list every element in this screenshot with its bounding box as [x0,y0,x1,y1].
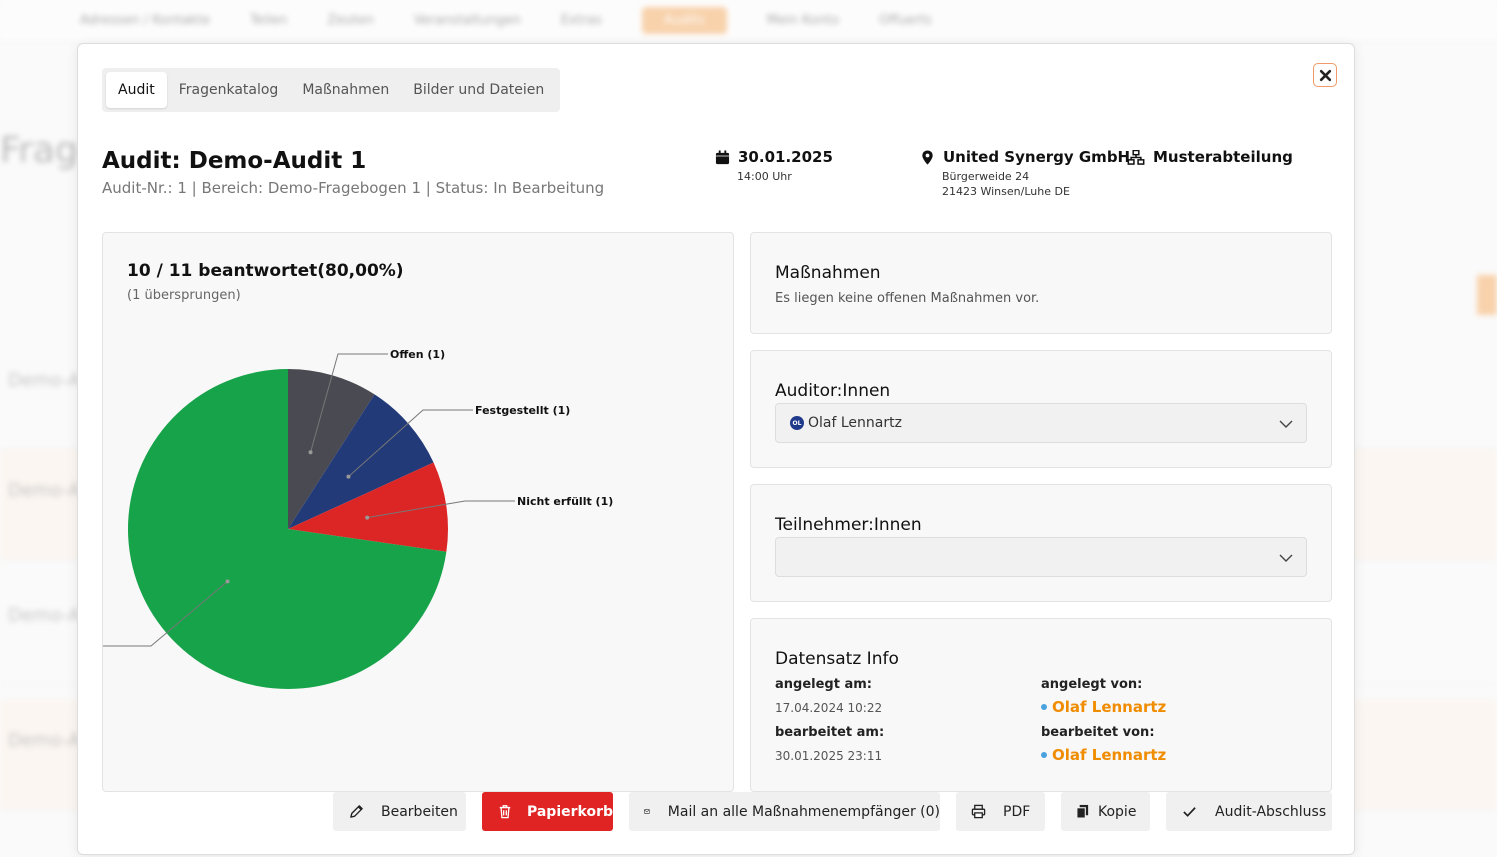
answered-count: 10 / 11 beantwortet(80,00%) [127,261,404,281]
tab-massnahmen[interactable]: Maßnahmen [302,82,390,98]
printer-icon [971,804,986,819]
pie-label-leader [367,500,515,519]
bg-nav-item: Extras [560,13,602,28]
tab-audit[interactable]: Audit [106,72,167,108]
pie-label: Festgestellt (1) [475,404,570,417]
background-nav: Adressen / Kontakte Teilen Zeuten Verans… [0,0,1497,42]
audit-department: Musterabteilung [1127,148,1293,166]
audit-title: Audit: Demo-Audit 1 [102,148,367,174]
tab-bar: Audit Fragenkatalog Maßnahmen Bilder und… [102,68,561,112]
created-by-label: angelegt von: [1041,677,1143,692]
envelope-icon [644,809,650,814]
audit-finish-button[interactable]: Audit-Abschluss [1166,792,1332,831]
sitemap-icon [1127,149,1145,165]
bg-accent [1477,275,1497,315]
bg-nav-item: Offuerts [879,13,932,28]
pdf-button[interactable]: PDF [956,792,1045,831]
audit-subtitle: Audit-Nr.: 1 | Bereich: Demo-Fragebogen … [102,179,605,197]
bg-nav-item: Mein Konto [766,13,840,28]
bg-nav-item: Adressen / Kontakte [80,13,211,28]
datensatz-title: Datensatz Info [775,649,899,669]
created-at-label: angelegt am: [775,677,872,692]
copy-icon [1076,804,1089,819]
pie-label-dot [308,450,313,455]
pie-slice [288,394,434,529]
bg-nav-item: Audits [641,7,727,34]
teilnehmer-select[interactable] [775,537,1307,577]
chevron-down-icon [1279,554,1293,562]
edited-at-value: 30.01.2025 23:11 [775,749,883,763]
company-name: United Synergy GmbH [943,148,1131,166]
bg-nav-item: Teilen [250,13,288,28]
skipped-count: (1 übersprungen) [127,288,241,303]
teilnehmer-card: Teilnehmer:Innen [750,484,1332,602]
auditoren-select[interactable]: OL Olaf Lennartz [775,403,1307,443]
audit-date: 30.01.2025 14:00 Uhr [715,148,833,183]
created-at-value: 17.04.2024 10:22 [775,701,883,715]
tab-bilder-dateien[interactable]: Bilder und Dateien [413,82,545,98]
pie-label-leader [103,581,228,647]
massnahmen-card: Maßnahmen Es liegen keine offenen Maßnah… [750,232,1332,334]
created-by-user-link[interactable]: Olaf Lennartz [1041,698,1166,716]
teilnehmer-title: Teilnehmer:Innen [775,515,922,535]
close-button[interactable] [1313,63,1337,87]
massnahmen-title: Maßnahmen [775,263,881,283]
pie-label-leader [348,409,473,477]
pie-label-dot [225,579,230,584]
pie-label: Nicht erfüllt (1) [517,495,613,508]
tab-fragenkatalog[interactable]: Fragenkatalog [178,82,279,98]
edit-button[interactable]: Bearbeiten [333,792,466,831]
pie-label-dot [346,474,351,479]
trash-button[interactable]: Papierkorb [482,792,613,831]
edited-by-user-link[interactable]: Olaf Lennartz [1041,746,1166,764]
department-name: Musterabteilung [1153,148,1293,166]
massnahmen-empty-text: Es liegen keine offenen Maßnahmen vor. [775,291,1040,306]
edited-at-label: bearbeitet am: [775,725,885,740]
pencil-icon [350,805,363,818]
bg-nav-item: Zeuten [327,13,374,28]
pie-label-dot [365,515,370,520]
close-icon [1319,69,1331,81]
auditoren-title: Auditor:Innen [775,381,891,401]
calendar-icon [715,149,730,164]
pie-slice [288,369,375,529]
copy-button[interactable]: Kopie [1061,792,1150,831]
company-street: Bürgerweide 24 [942,170,1030,183]
company-city: 21423 Winsen/Luhe DE [942,185,1070,198]
user-dot-icon [1041,704,1047,710]
pie-label-leader [310,353,388,453]
bg-nav-item: Veranstaltungen [413,13,521,28]
map-pin-icon [922,149,933,165]
checkmark-icon [1183,807,1196,817]
chevron-down-icon [1279,420,1293,428]
stats-card: 10 / 11 beantwortet(80,00%) (1 übersprun… [102,232,734,792]
trash-icon [499,805,511,819]
audit-modal: Audit Fragenkatalog Maßnahmen Bilder und… [77,43,1355,855]
auditor-value: Olaf Lennartz [808,415,902,431]
pie-slice [128,369,447,690]
date-value: 30.01.2025 [738,148,833,166]
status-pie-chart: Offen (1) Festgestellt (1) Nicht erfüllt (… [103,348,613,690]
audit-location: United Synergy GmbH Bürgerweide 24 21423… [920,148,1130,198]
auditoren-card: Auditor:Innen OL Olaf Lennartz [750,350,1332,468]
datensatz-card: Datensatz Info angelegt am: 17.04.2024 1… [750,618,1332,792]
user-dot-icon [1041,752,1047,758]
pie-slice [288,462,448,552]
avatar: OL [790,416,804,430]
mail-all-button[interactable]: Mail an alle Maßnahmenempfänger (0) [629,792,940,831]
edited-by-label: bearbeitet von: [1041,725,1155,740]
time-value: 14:00 Uhr [737,170,792,183]
pie-label: Offen (1) [390,348,445,361]
